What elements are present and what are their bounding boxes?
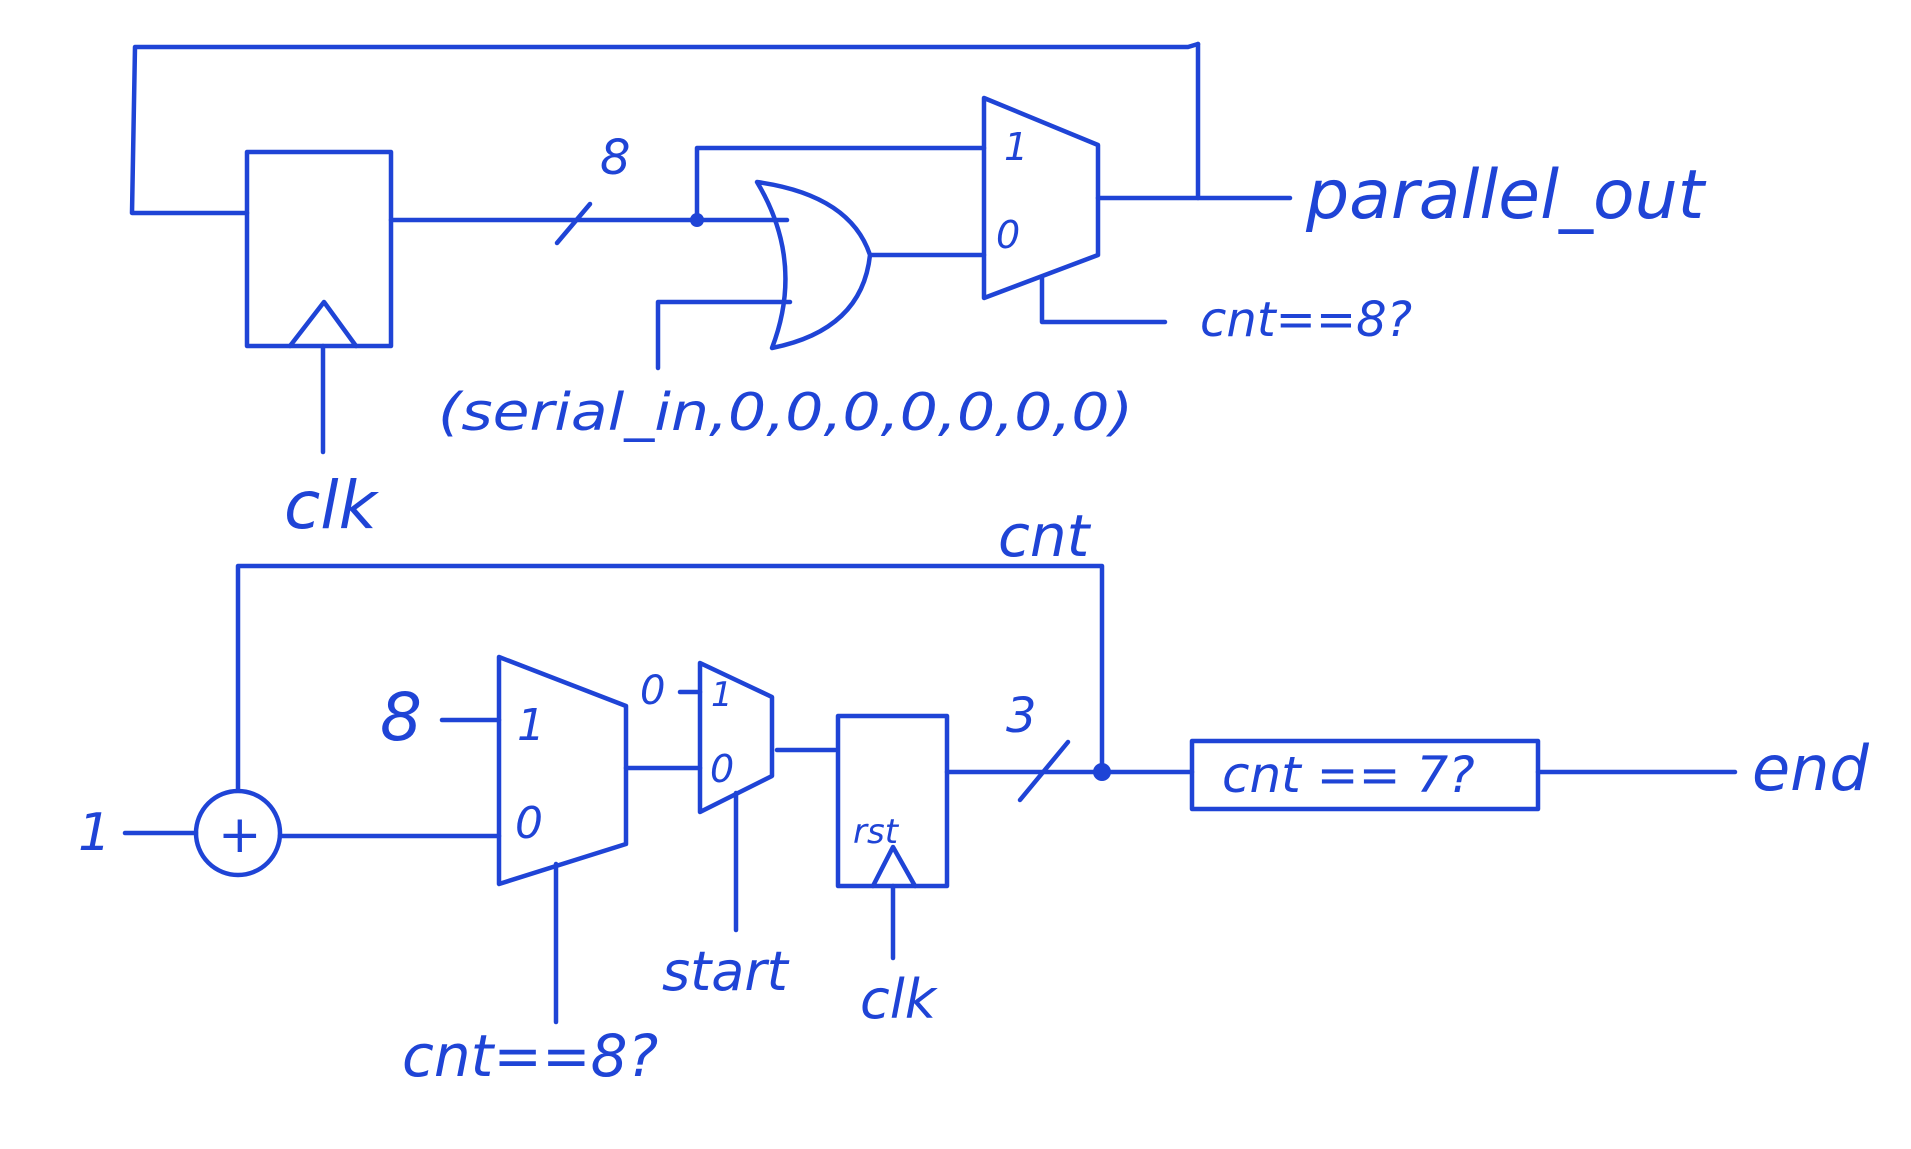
counter-register <box>835 713 950 889</box>
count-mux <box>496 654 629 887</box>
bus-slash-top <box>554 201 593 246</box>
or-gate <box>754 179 873 351</box>
output-label: parallel_out <box>1305 156 1707 235</box>
start-mux-in1-label: 1 <box>711 675 733 715</box>
count-mux-in0-label: 0 <box>515 798 543 849</box>
bus-width-label-top: 8 <box>600 130 631 186</box>
comparator-label: cnt == 7? <box>1222 746 1475 804</box>
count-mux-in1-label: 1 <box>517 700 545 751</box>
output-mux <box>981 95 1101 301</box>
count-mux-select-label: cnt==8? <box>402 1022 658 1090</box>
start-mux-in0-label: 0 <box>710 747 734 791</box>
start-mux <box>697 660 775 815</box>
clk-label-bottom: clk <box>860 968 939 1031</box>
bus-slash-bottom <box>1017 739 1071 803</box>
const-one-label: 1 <box>78 803 111 863</box>
const-eight-label: 8 <box>380 679 422 756</box>
cnt-feedback-wire <box>235 563 1105 793</box>
const-zero-label: 0 <box>640 668 665 714</box>
clk-label-top: clk <box>284 467 380 544</box>
bus-width-label-bottom: 3 <box>1006 688 1037 744</box>
cnt-label: cnt <box>998 502 1092 570</box>
or-input-label: (serial_in,0,0,0,0,0,0,0) <box>438 383 1133 443</box>
or-input-wire <box>655 299 793 371</box>
junction-dot-bottom <box>1093 763 1111 781</box>
select-label-top: cnt==8? <box>1200 292 1412 348</box>
select-wire-top <box>1039 275 1168 325</box>
adder-plus-icon: + <box>218 805 262 865</box>
start-label: start <box>662 940 790 1003</box>
end-label: end <box>1752 732 1869 805</box>
feedback-wire-top <box>129 41 1201 216</box>
shift-register-clock-triangle <box>287 299 359 349</box>
counter-register-clock-triangle <box>870 844 918 889</box>
top-mux-in1-label: 1 <box>1004 125 1028 169</box>
reg-rst-label: rst <box>853 812 900 852</box>
shift-register <box>244 149 394 349</box>
comparator-box <box>1189 738 1541 812</box>
mux-in1-wire <box>694 145 987 223</box>
top-mux-in0-label: 0 <box>996 213 1020 257</box>
